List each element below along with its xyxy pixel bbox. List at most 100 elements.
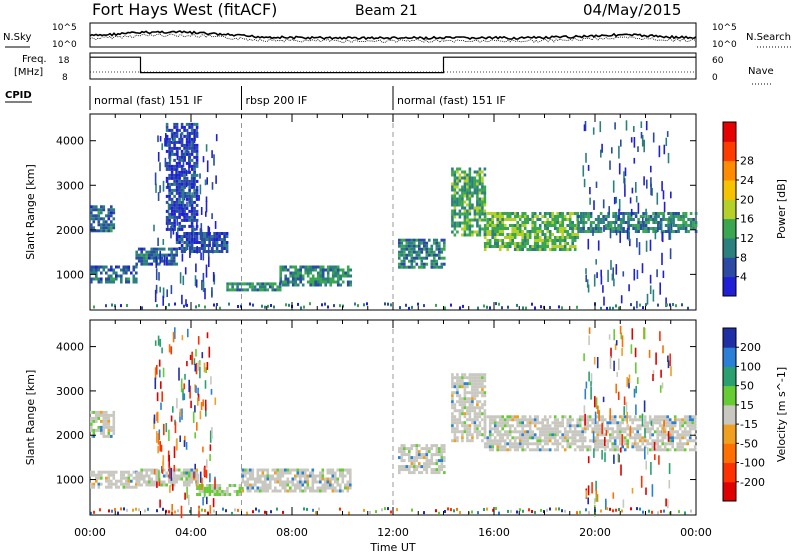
echo-cell: [597, 405, 599, 415]
echo-cell: [423, 262, 426, 266]
echo-cell: [105, 265, 108, 269]
echo-cell: [563, 215, 567, 218]
echo-cell: [573, 430, 577, 434]
echo-cell: [670, 223, 673, 230]
echo-cell: [428, 459, 431, 463]
echo-cell: [120, 473, 123, 477]
echo-cell: [491, 236, 494, 239]
echo-cell: [198, 490, 202, 493]
echo-cell: [493, 245, 497, 248]
echo-cell: [513, 230, 517, 233]
echo-cell: [682, 212, 685, 215]
echo-cell: [615, 230, 618, 236]
echo-cell: [341, 280, 345, 284]
echo-cell: [190, 247, 194, 250]
echo-cell: [677, 215, 680, 218]
echo-cell: [563, 433, 567, 437]
echo-cell: [518, 436, 522, 440]
echo-cell: [159, 136, 162, 142]
echo-cell: [253, 288, 257, 292]
echo-cell: [267, 304, 269, 308]
echo-cell: [636, 427, 639, 431]
echo-cell: [553, 227, 557, 230]
echo-cell: [641, 134, 644, 147]
echo-cell: [576, 433, 579, 437]
echo-cell: [668, 433, 672, 437]
echo-cell: [170, 259, 173, 263]
echo-cell: [430, 444, 434, 448]
echo-cell: [451, 400, 454, 404]
echo-cell: [185, 169, 188, 177]
echo-cell: [654, 231, 657, 240]
echo-cell: [585, 152, 587, 163]
echo-cell: [197, 361, 200, 371]
echo-cell: [132, 277, 136, 281]
echo-cell: [453, 185, 457, 189]
echo-cell: [593, 274, 596, 287]
echo-cell: [458, 173, 462, 177]
echo-cell: [488, 445, 492, 449]
echo-cell: [588, 371, 590, 382]
echo-cell: [225, 244, 229, 247]
echo-cell: [528, 424, 532, 428]
echo-cell: [241, 474, 245, 478]
echo-cell: [518, 218, 522, 221]
echo-cell: [612, 267, 614, 279]
echo-cell: [481, 185, 484, 189]
echo-cell: [180, 173, 184, 177]
echo-cell: [288, 303, 290, 307]
echo-cell: [112, 431, 116, 435]
echo-cell: [195, 238, 199, 241]
echo-cell: [561, 509, 563, 513]
echo-cell: [184, 148, 186, 157]
echo-cell: [296, 474, 300, 478]
echo-cell: [483, 242, 487, 245]
echo-cell: [170, 227, 174, 231]
echo-cell: [625, 120, 628, 131]
echo-cell: [618, 424, 622, 428]
echo-cell: [175, 131, 179, 135]
echo-cell: [666, 421, 669, 425]
echo-cell: [693, 448, 697, 452]
echo-cell: [612, 212, 615, 215]
echo-cell: [686, 421, 689, 425]
echo-cell: [635, 385, 637, 394]
echo-cell: [650, 183, 652, 196]
echo-cell: [513, 442, 517, 446]
echo-cell: [503, 236, 507, 239]
echo-cell: [543, 418, 547, 422]
echo-cell: [246, 471, 250, 475]
echo-cell: [606, 442, 609, 446]
echo-cell: [558, 212, 562, 215]
echo-cell: [170, 188, 174, 192]
echo-cell: [208, 250, 211, 253]
echo-cell: [476, 394, 479, 398]
echo-cell: [682, 227, 685, 230]
echo-cell: [556, 230, 559, 233]
echo-cell: [165, 164, 169, 168]
echo-cell: [180, 218, 184, 222]
echo-cell: [413, 247, 416, 251]
echo-cell: [346, 274, 350, 278]
echo-cell: [619, 325, 622, 335]
echo-cell: [190, 244, 194, 247]
echo-cell: [420, 456, 424, 460]
echo-cell: [667, 212, 670, 215]
echo-cell: [568, 218, 572, 221]
echo-cell: [165, 133, 167, 139]
echo-cell: [506, 236, 509, 239]
echo-cell: [166, 257, 168, 266]
echo-cell: [112, 476, 116, 480]
echo-cell: [597, 221, 600, 224]
echo-cell: [223, 241, 226, 244]
echo-cell: [156, 509, 158, 513]
echo-cell: [408, 244, 411, 248]
echo-cell: [632, 212, 635, 215]
echo-cell: [481, 206, 484, 210]
echo-cell: [175, 477, 178, 481]
echo-cell: [686, 418, 689, 422]
echo-cell: [97, 473, 101, 477]
echo-cell: [158, 359, 161, 367]
echo-cell: [561, 218, 564, 221]
echo-cell: [481, 403, 484, 407]
